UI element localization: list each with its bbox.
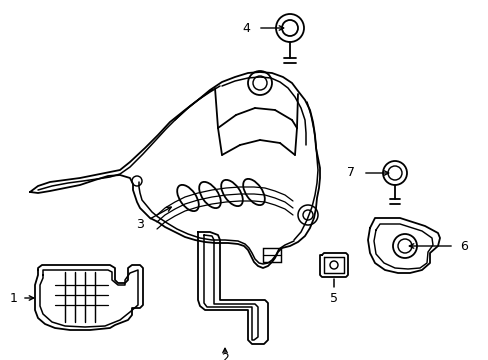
- Text: 7: 7: [346, 166, 354, 180]
- Text: 2: 2: [221, 351, 228, 360]
- Text: 6: 6: [459, 239, 467, 252]
- Text: 4: 4: [242, 22, 249, 35]
- Text: 1: 1: [10, 292, 18, 305]
- Bar: [263, 248, 281, 262]
- Text: 3: 3: [136, 219, 143, 231]
- Text: 5: 5: [329, 292, 337, 306]
